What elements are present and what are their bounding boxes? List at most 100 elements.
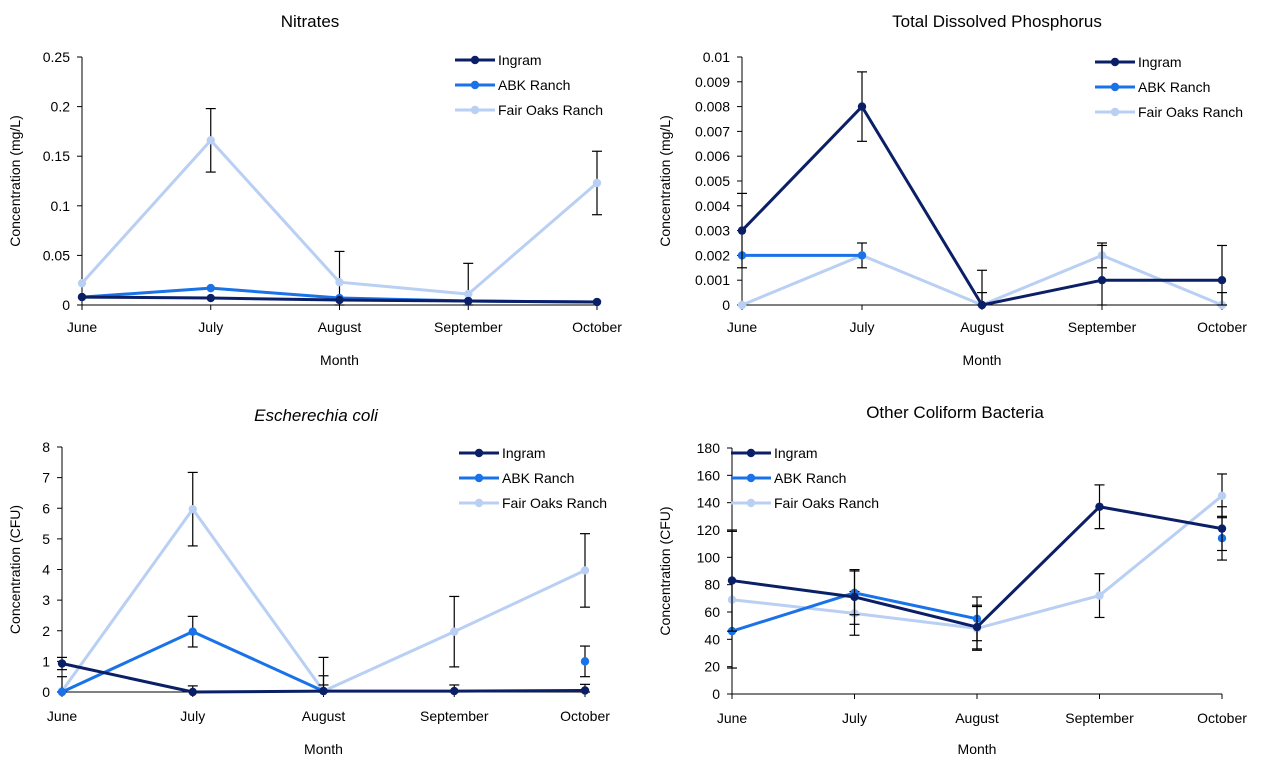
y-tick-label: 0.2	[51, 99, 71, 115]
series-line-segment	[466, 181, 599, 296]
y-tick-label: 140	[697, 495, 721, 511]
legend-item-ingram: Ingram	[731, 445, 818, 461]
series-line-segment	[60, 630, 195, 694]
legend-marker	[470, 105, 480, 115]
x-axis-label: Month	[963, 352, 1002, 368]
legend-item-fair-oaks-ranch: Fair Oaks Ranch	[1095, 104, 1243, 120]
chart-title: Nitrates	[281, 12, 340, 31]
series-line-segment	[860, 253, 984, 307]
x-axis-label: Month	[320, 352, 359, 368]
x-tick-label: July	[842, 710, 867, 726]
legend-item-fair-oaks-ranch: Fair Oaks Ranch	[455, 102, 603, 118]
y-tick-label: 0	[42, 684, 50, 700]
series-line-segment	[60, 662, 195, 694]
y-tick-label: 0.007	[695, 123, 730, 139]
chart-nitrates: Nitrates 0 0.05 0.1 0.15 0.2 0.25 June July Augus…	[7, 12, 622, 368]
legend-marker	[1110, 57, 1120, 67]
data-point	[464, 289, 473, 299]
x-tick-label: June	[67, 319, 98, 335]
legend-item-abk-ranch: ABK Ranch	[455, 77, 570, 93]
y-tick-label: 120	[697, 522, 721, 538]
series-line-segment	[452, 568, 587, 634]
legend-item-fair-oaks-ranch: Fair Oaks Ranch	[731, 495, 879, 511]
y-axis-label: Concentration (CFU)	[7, 505, 23, 634]
y-tick-label: 8	[42, 439, 50, 455]
y-tick-label: 100	[697, 549, 721, 565]
y-tick-label: 0.1	[51, 198, 71, 214]
data-point	[1095, 591, 1104, 600]
series-line-segment	[209, 286, 341, 300]
series-line-segment	[853, 595, 979, 629]
series-line-segment	[452, 688, 587, 693]
legend-label: Fair Oaks Ranch	[1138, 104, 1243, 120]
series-line-segment	[191, 507, 325, 693]
y-tick-label: 0.004	[695, 198, 730, 214]
series-line-segment	[80, 138, 213, 285]
x-tick-label: September	[434, 319, 503, 335]
legend: Ingram ABK Ranch Fair Oaks Ranch	[459, 445, 607, 511]
legend-label: Ingram	[774, 445, 818, 461]
x-tick-label: September	[420, 708, 489, 724]
legend-marker	[746, 473, 756, 483]
legend-label: Fair Oaks Ranch	[498, 102, 603, 118]
data-point	[188, 687, 197, 697]
data-point	[57, 687, 67, 697]
series-line-segment	[466, 299, 599, 304]
data-point	[727, 576, 737, 585]
series-line-segment	[209, 296, 341, 302]
series-line-segment	[191, 689, 325, 694]
data-point	[188, 627, 197, 636]
series-line-segment	[60, 507, 195, 693]
series-ingram	[57, 656, 590, 697]
data-point	[1217, 524, 1227, 533]
legend-label: Ingram	[1138, 54, 1182, 70]
y-tick-label: 20	[704, 659, 720, 675]
legend-item-abk-ranch: ABK Ranch	[459, 470, 574, 486]
legend-marker	[474, 448, 484, 458]
x-axis-label: Month	[958, 741, 997, 757]
legend-item-fair-oaks-ranch: Fair Oaks Ranch	[459, 495, 607, 511]
y-tick-label: 6	[42, 500, 50, 516]
series-line-segment	[730, 591, 856, 633]
y-tick-label: 0.006	[695, 148, 730, 164]
series-line-segment	[1098, 505, 1224, 531]
series-ingram	[727, 484, 1227, 650]
data-point	[57, 659, 67, 668]
legend-label: Ingram	[498, 52, 542, 68]
y-tick-label: 0.001	[695, 272, 730, 288]
series-line-segment	[740, 105, 864, 233]
x-tick-label: October	[1197, 319, 1247, 335]
data-point	[450, 627, 459, 636]
x-tick-label: June	[47, 708, 78, 724]
y-tick-label: 0.008	[695, 99, 730, 115]
legend-label: ABK Ranch	[1138, 79, 1210, 95]
x-tick-label: July	[198, 319, 223, 335]
series-line-segment	[191, 630, 325, 693]
y-tick-label: 160	[697, 467, 721, 483]
x-tick-label: September	[1068, 319, 1137, 335]
data-point	[850, 592, 859, 602]
y-tick-label: 180	[697, 440, 721, 456]
y-tick-label: 0.002	[695, 247, 730, 263]
legend-label: Fair Oaks Ranch	[502, 495, 607, 511]
data-point	[464, 296, 473, 306]
series-fair-oaks-ranch	[57, 471, 590, 696]
y-tick-label: 0.005	[695, 173, 730, 189]
y-tick-label: 2	[42, 623, 50, 639]
data-point	[737, 226, 747, 235]
series-line-segment	[860, 105, 984, 307]
chart-title: Escherechia coli	[254, 406, 379, 425]
x-tick-label: October	[572, 319, 622, 335]
data-point	[857, 102, 867, 111]
legend-marker	[470, 55, 480, 65]
legend-marker	[474, 473, 484, 483]
legend-marker	[1110, 107, 1120, 117]
data-point	[580, 566, 590, 575]
chart-title: Total Dissolved Phosphorus	[892, 12, 1102, 31]
data-point	[1095, 502, 1104, 511]
y-tick-label: 80	[704, 577, 720, 593]
data-point	[580, 686, 590, 695]
series-ingram	[737, 71, 1227, 310]
x-tick-label: June	[717, 710, 748, 726]
series-line-segment	[80, 286, 213, 299]
